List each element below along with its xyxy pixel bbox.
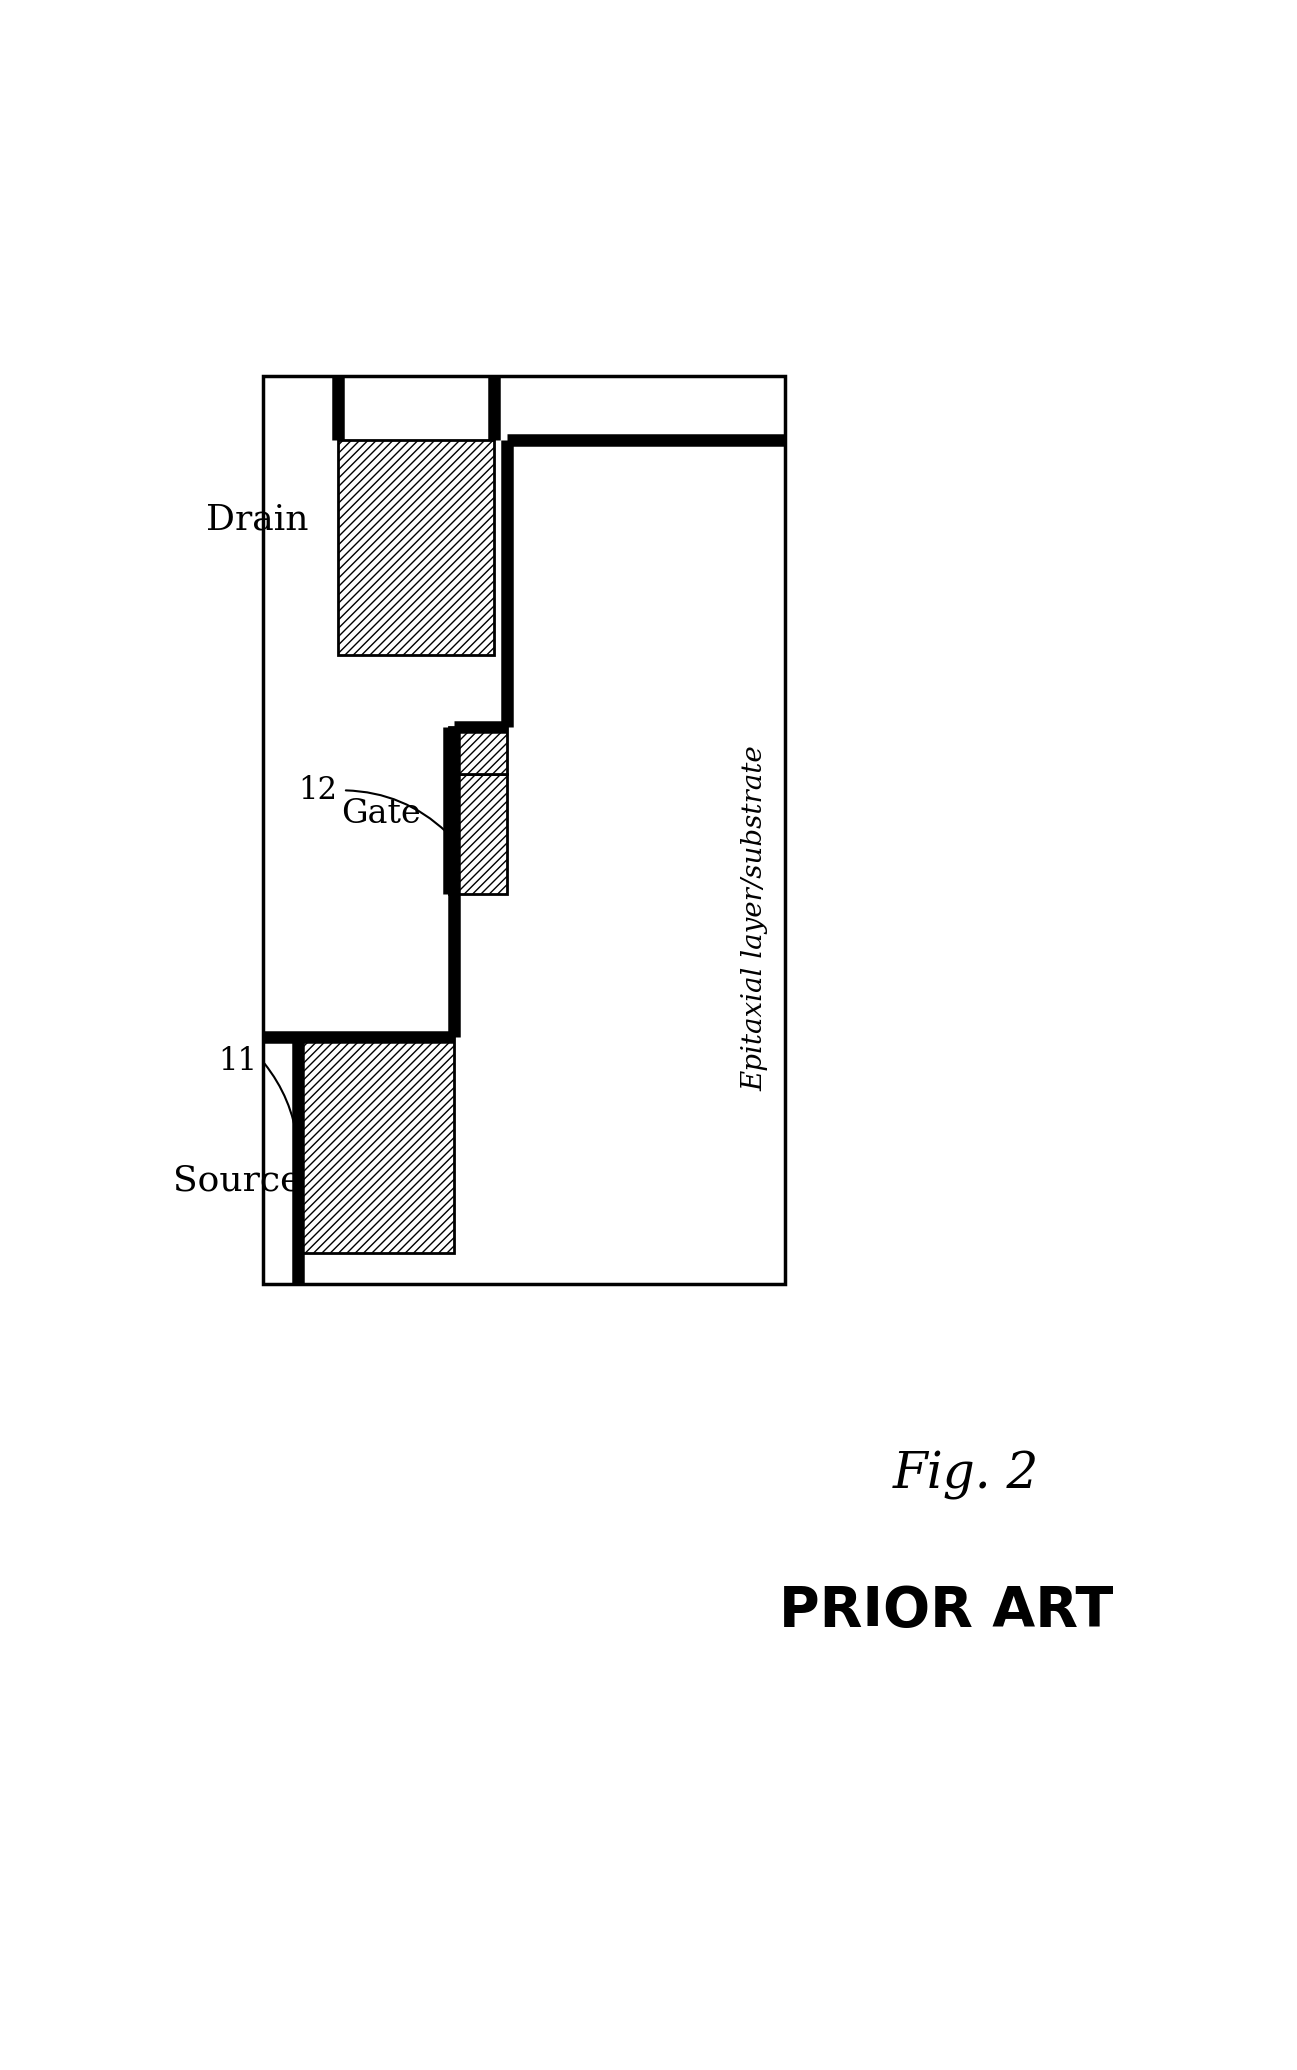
Text: 11: 11 — [218, 1045, 257, 1076]
Bar — [262, 377, 785, 1283]
Bar — [449, 727, 507, 774]
Text: Epitaxial layer/substrate: Epitaxial layer/substrate — [742, 745, 769, 1091]
Text: PRIOR ART: PRIOR ART — [779, 1584, 1113, 1637]
Text: Gate: Gate — [341, 799, 422, 830]
Bar — [298, 1037, 454, 1252]
Text: Source: Source — [174, 1163, 302, 1199]
Bar — [339, 439, 494, 654]
Text: 12: 12 — [298, 774, 337, 805]
Bar — [449, 774, 507, 894]
Text: Fig. 2: Fig. 2 — [894, 1451, 1039, 1501]
Text: Drain: Drain — [206, 503, 309, 536]
